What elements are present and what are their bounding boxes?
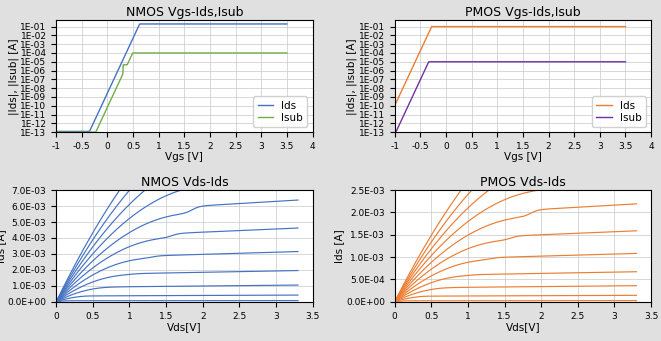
Ids	[52, 129, 60, 133]
Legend: Ids, Isub: Ids, Isub	[592, 97, 646, 127]
Line: Isub: Isub	[56, 53, 287, 132]
Isub	[545, 60, 553, 64]
Ids	[283, 22, 291, 26]
Y-axis label: |Ids|, |Isub| [A]: |Ids|, |Isub| [A]	[9, 38, 19, 115]
Isub	[496, 60, 504, 64]
Isub	[207, 51, 215, 55]
Ids	[428, 25, 436, 29]
Ids	[432, 25, 440, 29]
Isub	[188, 51, 196, 55]
Isub	[93, 127, 101, 131]
Ids	[136, 22, 143, 26]
Ids	[207, 22, 215, 26]
Title: PMOS Vds-Ids: PMOS Vds-Ids	[480, 176, 566, 189]
Ids	[545, 25, 553, 29]
Ids	[157, 22, 165, 26]
X-axis label: Vds[V]: Vds[V]	[506, 322, 540, 332]
X-axis label: Vgs [V]: Vgs [V]	[165, 152, 204, 162]
Isub	[425, 60, 433, 64]
Ids	[496, 25, 504, 29]
Isub	[52, 130, 60, 134]
X-axis label: Vds[V]: Vds[V]	[167, 322, 202, 332]
Isub	[565, 60, 573, 64]
Ids	[93, 113, 101, 117]
Isub	[432, 60, 440, 64]
Isub	[112, 88, 120, 92]
Ids	[188, 22, 196, 26]
Y-axis label: Ids [A]: Ids [A]	[0, 229, 6, 263]
Isub	[527, 60, 535, 64]
Ids	[527, 25, 535, 29]
Title: NMOS Vds-Ids: NMOS Vds-Ids	[141, 176, 228, 189]
Legend: Ids, Isub: Ids, Isub	[253, 97, 307, 127]
Isub	[391, 130, 399, 134]
Ids	[391, 104, 399, 108]
Isub	[283, 51, 291, 55]
Isub	[450, 60, 458, 64]
Line: Ids: Ids	[56, 24, 287, 131]
Line: Isub: Isub	[395, 62, 625, 132]
Ids	[565, 25, 573, 29]
Ids	[450, 25, 458, 29]
Ids	[112, 74, 120, 78]
Isub	[157, 51, 165, 55]
Isub	[226, 51, 234, 55]
Line: Ids: Ids	[395, 27, 625, 106]
Y-axis label: Ids [A]: Ids [A]	[334, 229, 344, 263]
Ids	[226, 22, 234, 26]
Ids	[621, 25, 629, 29]
Title: PMOS Vgs-Ids,Isub: PMOS Vgs-Ids,Isub	[465, 6, 580, 19]
Isub	[129, 51, 137, 55]
Title: NMOS Vgs-Ids,Isub: NMOS Vgs-Ids,Isub	[126, 6, 243, 19]
Y-axis label: |Ids|, |Isub| [A]: |Ids|, |Isub| [A]	[347, 38, 358, 115]
Isub	[621, 60, 629, 64]
X-axis label: Vgs [V]: Vgs [V]	[504, 152, 542, 162]
